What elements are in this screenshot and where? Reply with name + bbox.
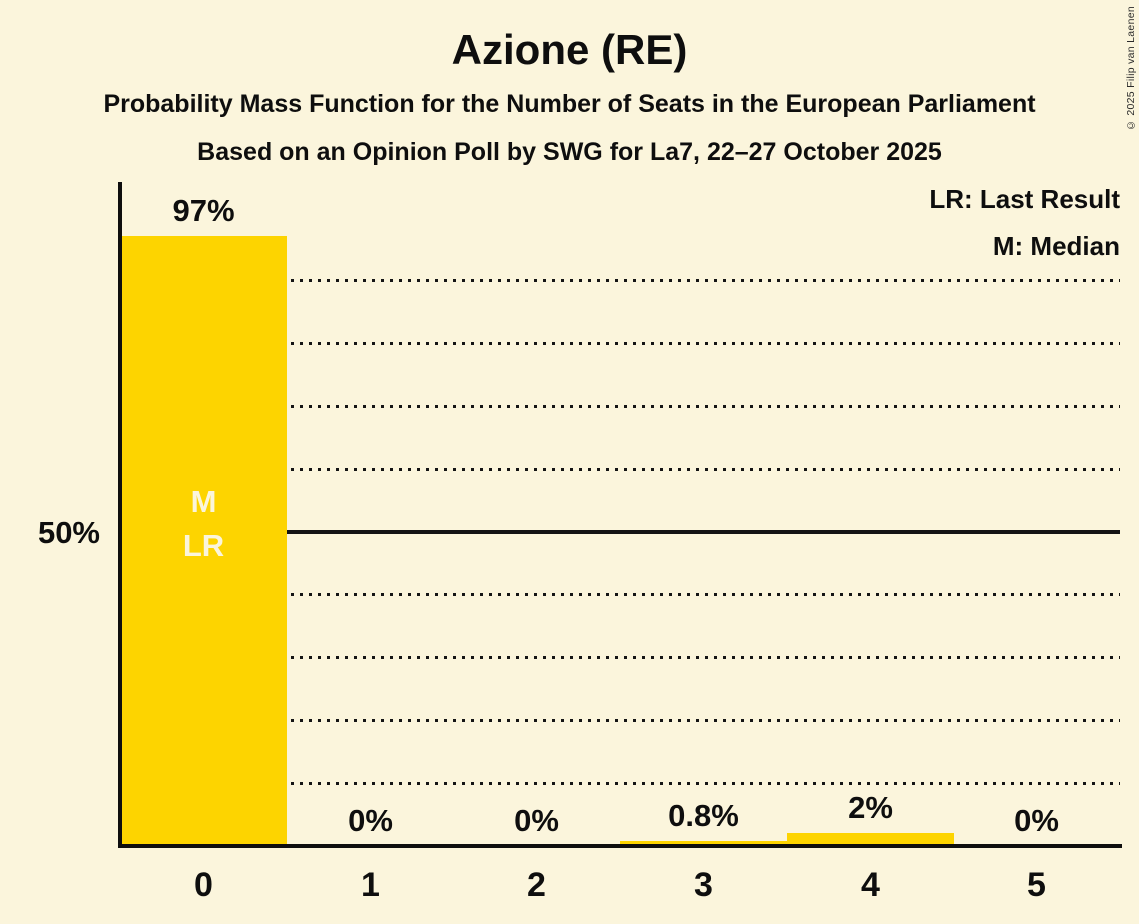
gridline-60pct [120,468,1120,471]
legend-median: M: Median [992,231,1120,261]
bar-seats-0 [120,236,287,846]
chart-subtitle-poll-info: Based on an Opinion Poll by SWG for La7,… [197,138,942,166]
legend-last-result: LR: Last Result [929,184,1120,214]
bar-value-label-seats-0: 97% [172,193,235,228]
x-tick-label-5: 5 [1027,866,1046,904]
gridline-70pct [120,405,1120,408]
gridline-80pct [120,342,1120,345]
gridline-20pct [120,719,1120,722]
page-title: Azione (RE) [451,26,688,73]
y-axis-tick-label: 50% [37,515,100,550]
gridline-40pct [120,593,1120,596]
x-tick-label-0: 0 [194,866,213,904]
legend: LR: Last Result M: Median [929,186,1120,280]
bar-value-label-seats-3: 0.8% [668,798,739,833]
bar-seats-3 [620,841,787,846]
x-tick-label-1: 1 [361,866,380,904]
chart-subtitle: Probability Mass Function for the Number… [103,90,1036,118]
x-tick-label-3: 3 [694,866,713,904]
x-tick-label-4: 4 [861,866,880,904]
gridline-30pct [120,656,1120,659]
x-tick-label-2: 2 [527,866,546,904]
bar-value-label-seats-1: 0% [348,803,393,838]
bar-annotation-line: LR [182,528,225,563]
bar-annotation-line: M [190,484,217,519]
bar-seats-4 [787,833,954,846]
bar-annotation-median-last-result: M LR [120,480,287,568]
bar-value-label-seats-5: 0% [1014,803,1059,838]
gridline-50pct-solid [120,530,1120,534]
bar-value-label-seats-4: 2% [848,790,893,825]
bar-value-label-seats-2: 0% [514,803,559,838]
x-axis-line [118,844,1122,848]
gridline-90pct [120,279,1120,282]
gridline-10pct [120,782,1120,785]
y-axis-line [118,182,122,848]
